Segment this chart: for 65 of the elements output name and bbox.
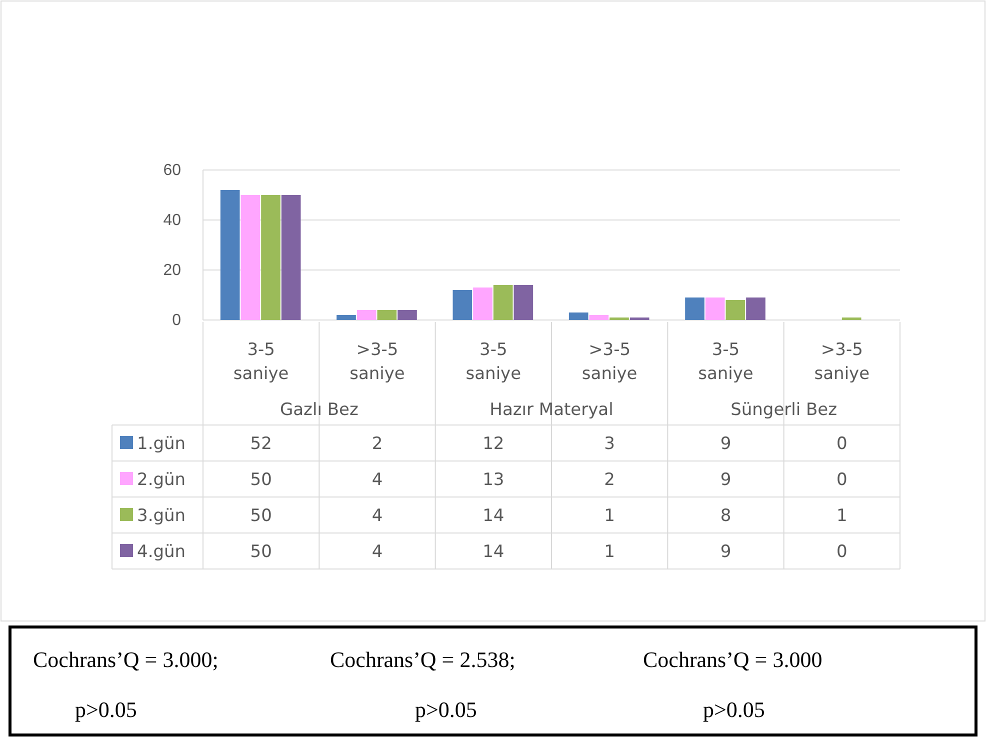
data-label: 50 (250, 542, 272, 562)
data-label: 14 (482, 506, 504, 526)
bar (398, 310, 417, 320)
data-label: 52 (250, 434, 272, 454)
text: p>0.05 (75, 697, 137, 722)
legend-label: 2.gün (137, 470, 186, 490)
text: p>0.05 (703, 697, 765, 722)
bar (493, 285, 513, 320)
bar (377, 310, 397, 320)
bar (356, 310, 376, 320)
x-tick-label: >3-5 saniye (582, 340, 638, 384)
x-tick-label: 3-5 saniye (698, 340, 754, 384)
bar (568, 312, 588, 320)
data-label: 4 (372, 506, 383, 526)
x-tick-label: >3-5 saniye (814, 340, 870, 384)
data-label: 0 (836, 434, 848, 454)
bar (452, 290, 472, 320)
text: p>0.05 (415, 697, 477, 722)
x-tick-label: 3-5 saniye (233, 340, 289, 384)
data-label: 2 (604, 470, 615, 490)
data-label: 0 (836, 470, 848, 490)
data-label: 1 (604, 542, 615, 562)
x-tick-label: 3-5 saniye (466, 340, 522, 384)
text: Gazlı Bez (280, 400, 358, 420)
data-label: 1 (836, 506, 848, 526)
bar (281, 195, 301, 320)
y-tick-label: 0 (172, 312, 182, 330)
text: Cochrans’Q = 2.538; (330, 647, 516, 672)
data-label: 50 (250, 470, 272, 490)
bar (220, 190, 240, 320)
data-label: 14 (482, 542, 504, 562)
bar (685, 298, 704, 320)
bar (261, 195, 280, 320)
bar (240, 195, 260, 320)
data-label: 4 (372, 470, 383, 490)
bar (705, 298, 725, 320)
text: Cochrans’Q = 3.000 (643, 647, 822, 672)
text: Süngerli Bez (730, 400, 838, 420)
bar (514, 285, 534, 320)
data-label: 9 (720, 542, 732, 562)
bar (726, 300, 746, 320)
data-label: 9 (720, 470, 732, 490)
y-tick-label: 20 (163, 262, 182, 280)
legend-label: 3.gün (137, 506, 186, 526)
data-label: 13 (482, 470, 504, 490)
bar (473, 288, 492, 320)
bar (746, 298, 766, 320)
data-label: 2 (372, 434, 383, 454)
data-label: 9 (720, 434, 732, 454)
data-label: 0 (836, 542, 848, 562)
data-label: 3 (604, 434, 615, 454)
data-label: 1 (604, 506, 615, 526)
data-label: 12 (482, 434, 504, 454)
data-label: 50 (250, 506, 272, 526)
y-tick-label: 40 (163, 212, 182, 230)
x-tick-label: >3-5 saniye (350, 340, 405, 384)
legend-label: 4.gün (137, 542, 186, 562)
bar (589, 315, 609, 320)
data-label: 4 (372, 542, 383, 562)
data-label: 8 (720, 506, 732, 526)
text: Cochrans’Q = 3.000; (33, 647, 218, 672)
y-tick-label: 60 (163, 162, 182, 180)
text: Hazır Materyal (490, 400, 614, 420)
bar (336, 315, 356, 320)
legend-label: 1.gün (137, 434, 186, 454)
